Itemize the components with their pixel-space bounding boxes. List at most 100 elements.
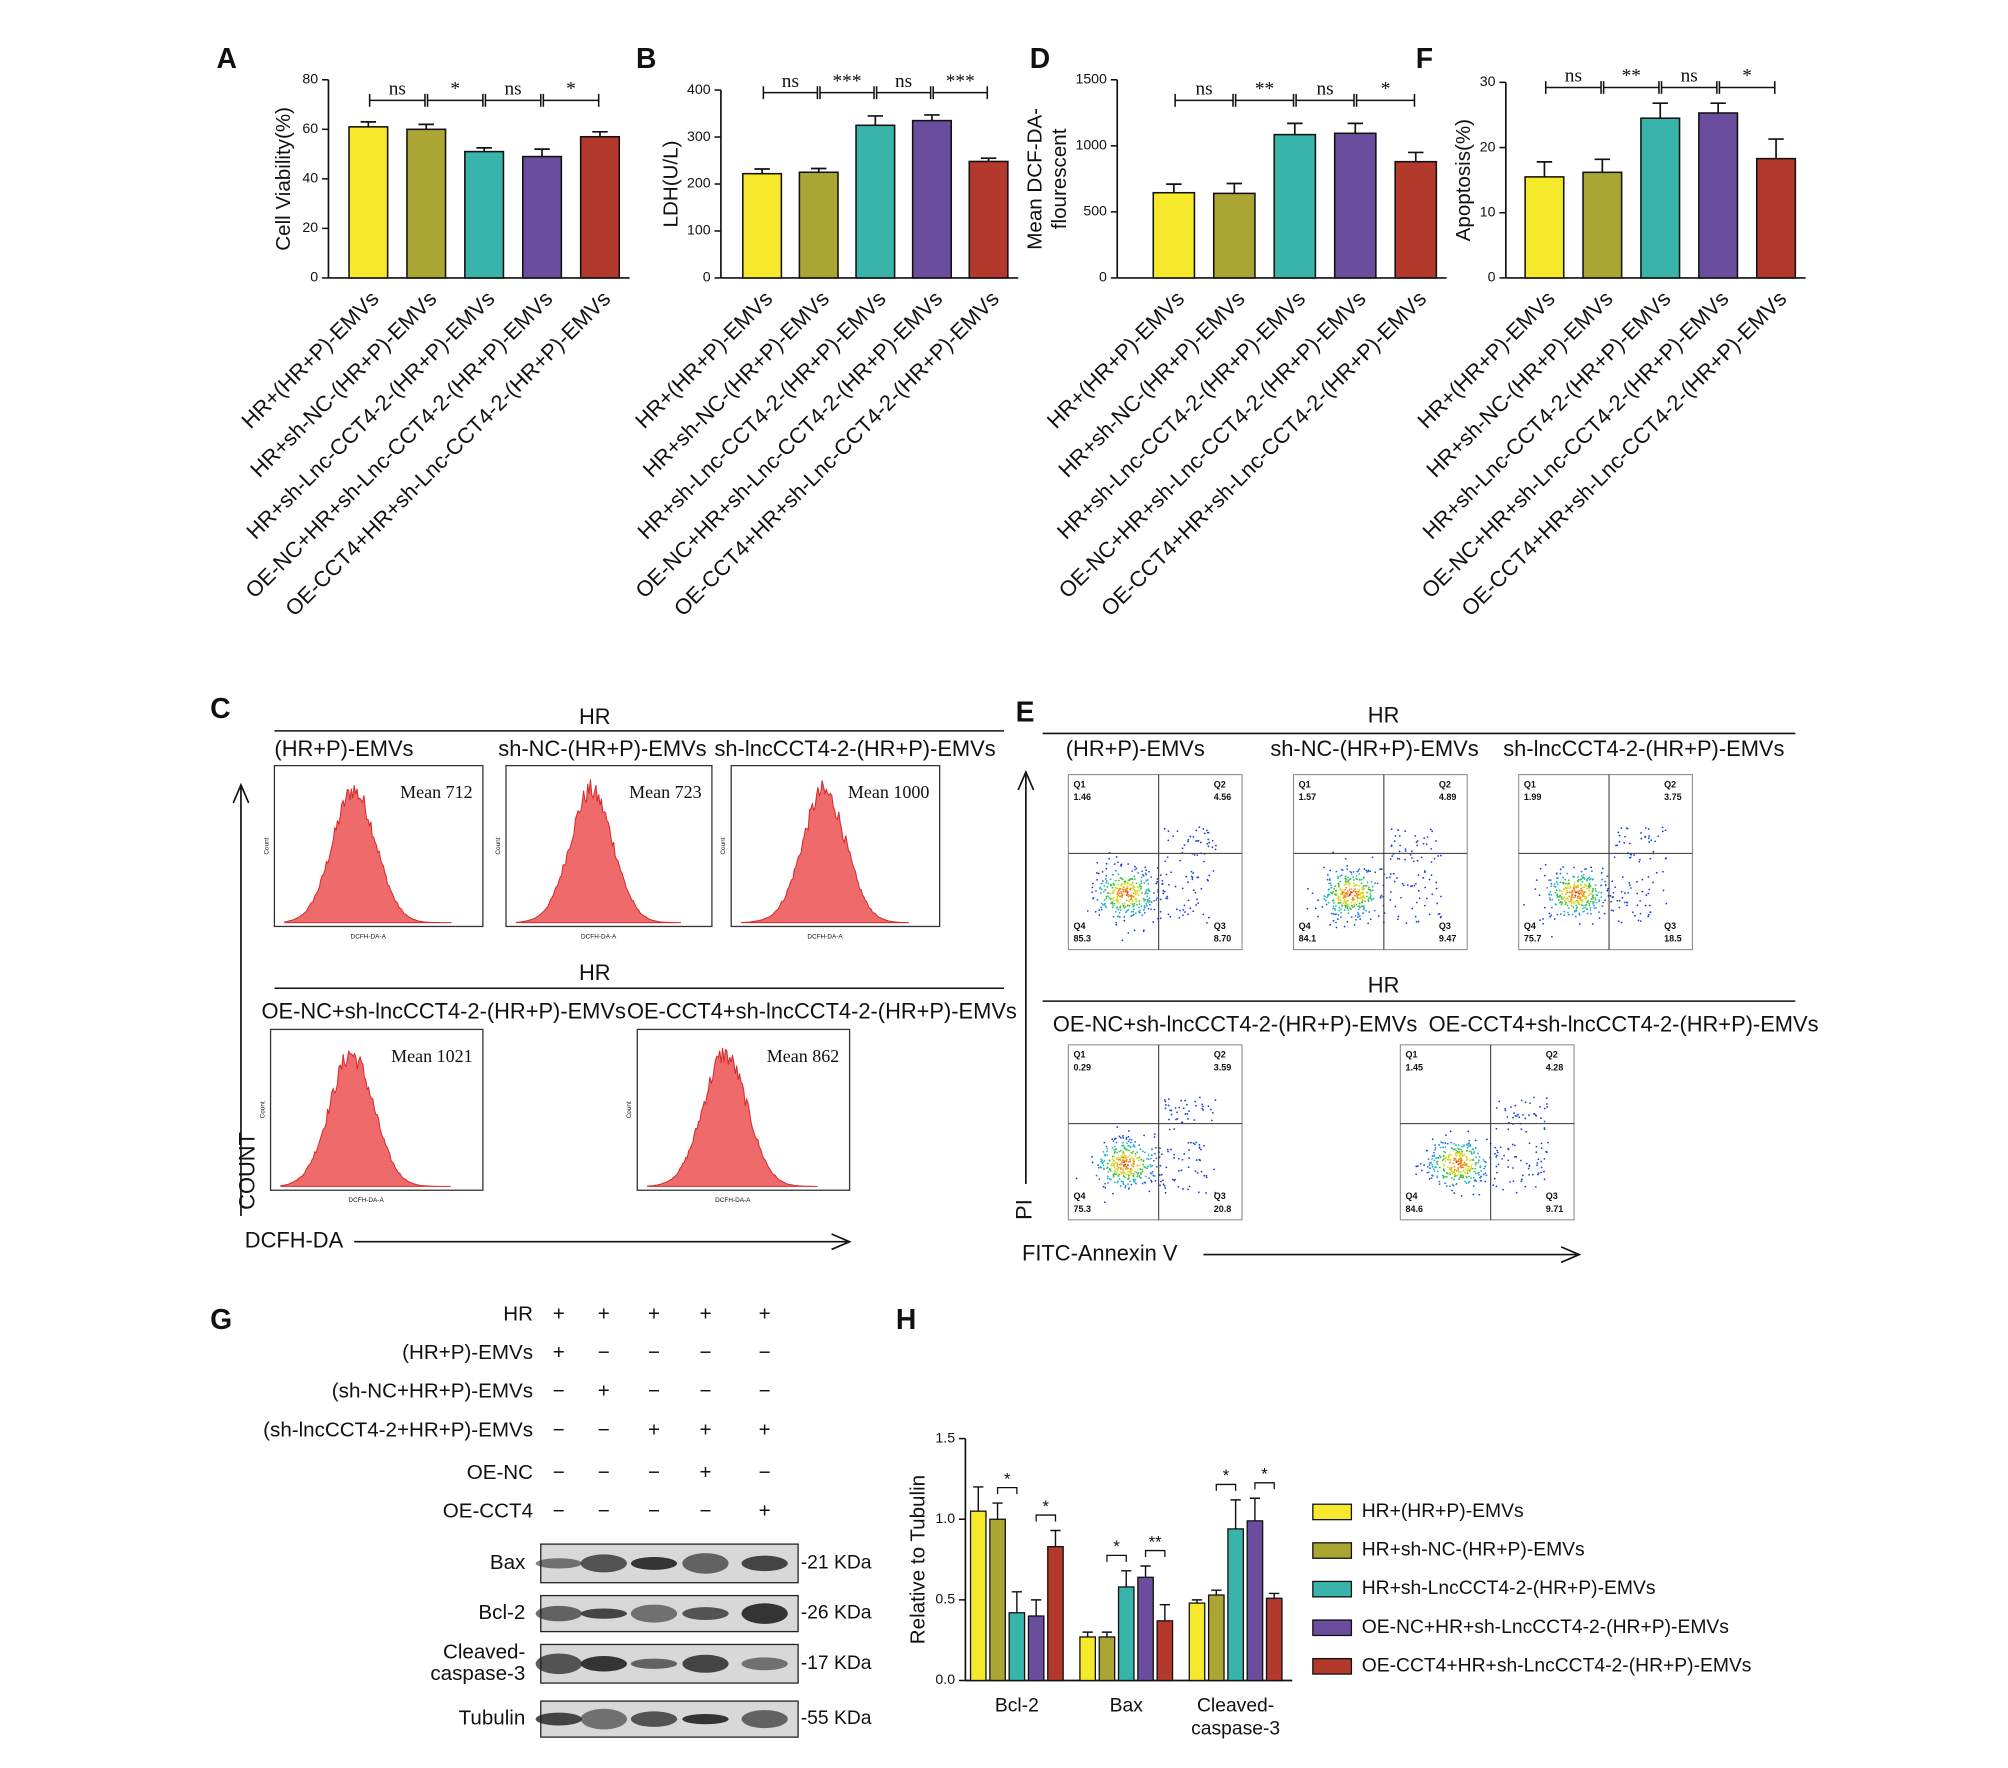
dot xyxy=(1174,885,1177,888)
quadrant-name: Q4 xyxy=(1405,1191,1417,1201)
dot xyxy=(1562,888,1565,890)
dot xyxy=(1465,1155,1467,1158)
dot xyxy=(1450,1177,1453,1180)
dot xyxy=(1445,1185,1448,1188)
dot xyxy=(1553,883,1556,885)
dot xyxy=(1119,906,1121,909)
dot xyxy=(1201,1103,1204,1106)
bar xyxy=(521,155,563,279)
dot xyxy=(1566,904,1569,907)
histogram xyxy=(740,780,909,924)
error-bar xyxy=(1230,1499,1241,1529)
dot xyxy=(1147,1158,1150,1161)
dot xyxy=(1459,1170,1462,1173)
dot xyxy=(1433,1159,1436,1162)
dot xyxy=(1107,1170,1110,1173)
legend-label: HR+sh-NC-(HR+P)-EMVs xyxy=(1362,1540,1585,1561)
dot xyxy=(1106,1166,1109,1169)
dot xyxy=(1641,878,1644,881)
quadrant-name: Q2 xyxy=(1546,1050,1558,1060)
dot xyxy=(1139,1176,1141,1179)
dot xyxy=(1428,913,1431,916)
histogram xyxy=(280,1049,451,1187)
dot xyxy=(1457,1168,1460,1170)
dot xyxy=(1335,870,1338,873)
dot xyxy=(1665,902,1668,905)
dot xyxy=(1096,898,1099,901)
dot xyxy=(1346,907,1349,910)
dot xyxy=(1140,1158,1143,1161)
bar xyxy=(1188,1602,1206,1682)
dot xyxy=(1120,1163,1123,1166)
legend-label: OE-CCT4+HR+sh-LncCCT4-2-(HR+P)-EMVs xyxy=(1362,1655,1752,1676)
dot xyxy=(1133,1145,1136,1148)
bar xyxy=(1212,192,1256,279)
dot xyxy=(1092,882,1094,885)
dot xyxy=(1167,830,1170,833)
dot xyxy=(1496,1171,1498,1174)
error-bar xyxy=(1594,158,1611,173)
dot xyxy=(1362,912,1364,914)
dot xyxy=(1447,1154,1450,1157)
dot xyxy=(1103,1201,1106,1204)
condition-sign: − xyxy=(553,1461,565,1484)
dot xyxy=(1117,873,1120,875)
dot xyxy=(1567,911,1569,914)
dot xyxy=(1113,1181,1116,1184)
x-axis-label: FITC-Annexin V xyxy=(1022,1240,1178,1265)
dot xyxy=(1138,1144,1141,1147)
legend-label: HR+sh-LncCCT4-2-(HR+P)-EMVs xyxy=(1362,1578,1656,1599)
dot xyxy=(1540,1166,1543,1169)
dot xyxy=(1496,1151,1499,1154)
dot xyxy=(1362,876,1365,879)
dot xyxy=(1482,1158,1485,1161)
dot xyxy=(1137,1171,1140,1174)
dot xyxy=(1133,878,1136,881)
dot xyxy=(1453,1159,1455,1162)
dot xyxy=(1444,1176,1447,1178)
dot xyxy=(1425,843,1428,846)
dot xyxy=(1455,1182,1458,1185)
dot xyxy=(1140,882,1143,885)
dot xyxy=(1441,1159,1444,1162)
dot xyxy=(1125,1160,1128,1162)
dot xyxy=(1588,878,1591,881)
dot xyxy=(1349,893,1352,896)
dot xyxy=(1427,1158,1430,1161)
dot xyxy=(1540,1142,1543,1145)
dot xyxy=(1412,860,1415,863)
dot xyxy=(1143,1151,1146,1154)
panel-letter: G xyxy=(210,1303,232,1335)
blot-band xyxy=(741,1555,788,1572)
dot xyxy=(1449,1158,1452,1161)
dot xyxy=(1155,899,1158,901)
dot xyxy=(1135,890,1138,893)
quadrant-value: 85.3 xyxy=(1073,934,1091,944)
dot xyxy=(1617,831,1620,834)
dot xyxy=(1111,886,1114,889)
dot xyxy=(1444,1156,1447,1159)
dot xyxy=(1549,898,1551,901)
mean-label: Mean 712 xyxy=(400,782,472,802)
dot xyxy=(1120,883,1123,886)
dot xyxy=(1537,1172,1540,1175)
quadrant-value: 1.57 xyxy=(1299,792,1317,802)
dot xyxy=(1124,1163,1127,1166)
dot xyxy=(1586,912,1589,915)
dot xyxy=(1432,1168,1435,1171)
dot xyxy=(1661,830,1664,833)
dot xyxy=(1340,908,1343,910)
dot xyxy=(1617,920,1620,923)
dot xyxy=(1187,1188,1189,1191)
dot xyxy=(1564,878,1567,881)
dot xyxy=(1557,899,1560,902)
dot xyxy=(1637,919,1640,922)
condition-sign: − xyxy=(598,1461,610,1484)
dot xyxy=(1346,868,1349,871)
dot xyxy=(1566,889,1568,892)
dot xyxy=(1578,913,1581,916)
dot xyxy=(1606,889,1609,892)
dot xyxy=(1647,892,1650,895)
dot xyxy=(1424,886,1427,889)
dot xyxy=(1357,893,1360,896)
